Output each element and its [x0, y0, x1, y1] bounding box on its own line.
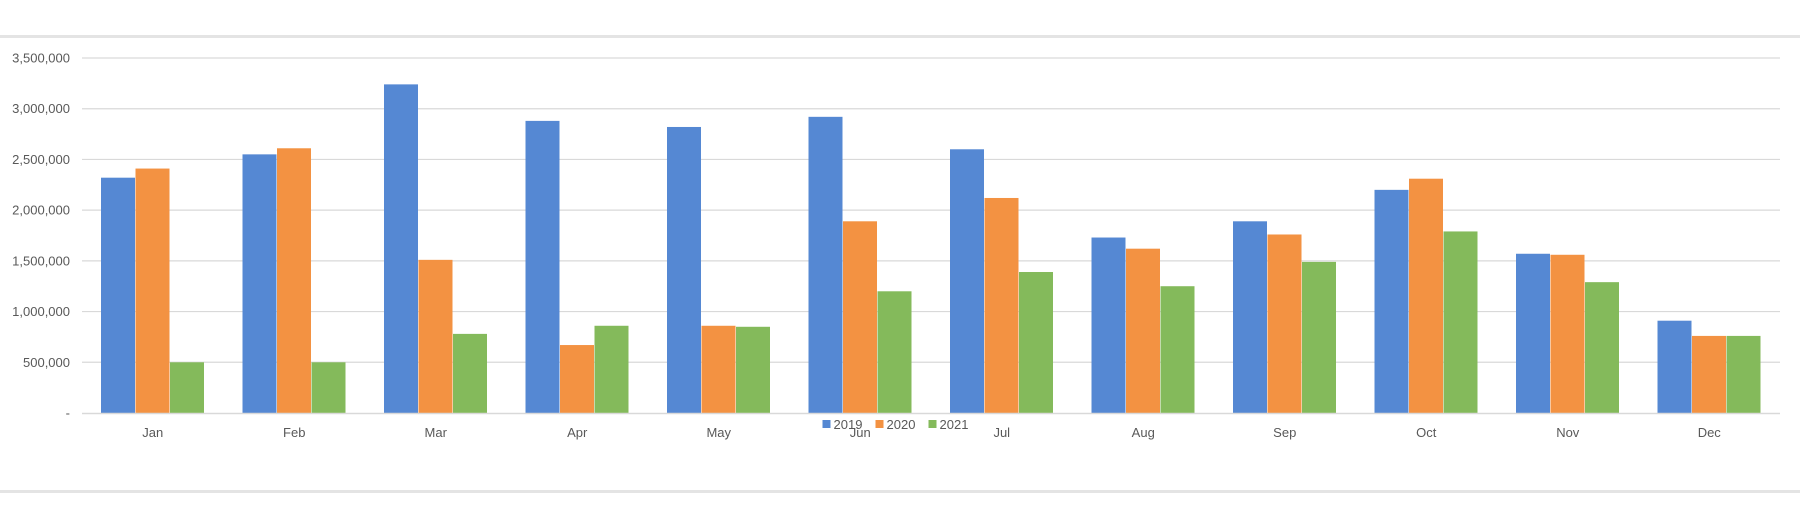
bar-chart: - 500,000 1,000,000 1,500,000 2,000,000 2,500… — [12, 51, 1780, 440]
bar-2020-aug — [1126, 248, 1160, 413]
bar-2019-dec — [1657, 320, 1692, 413]
legend-swatch — [875, 420, 884, 428]
bar-2020-oct — [1409, 178, 1443, 413]
bar-2020-dec — [1692, 335, 1726, 413]
y-tick-label: 1,500,000 — [12, 253, 70, 268]
bar-2020-jun — [843, 221, 877, 413]
y-tick-label: 3,500,000 — [12, 51, 70, 66]
y-tick-label: 2,000,000 — [12, 203, 70, 218]
bar-2020-sep — [1267, 234, 1302, 413]
gridlines — [82, 57, 1780, 363]
bar-2019-sep — [1233, 221, 1267, 413]
bar-2019-apr — [525, 120, 560, 413]
bar-2019-may — [667, 126, 701, 413]
y-tick-label: 500,000 — [23, 355, 70, 370]
bar-2021-jun — [877, 291, 912, 413]
bar-2021-aug — [1160, 286, 1195, 413]
legend-label: 2019 — [834, 417, 863, 432]
legend-item-2019: 2019 — [822, 417, 863, 432]
bars — [101, 84, 1761, 413]
bar-2019-jun — [808, 116, 843, 413]
bar-2020-jan — [135, 168, 170, 413]
legend-swatch — [822, 420, 831, 428]
bar-2020-jul — [984, 197, 1019, 413]
bar-2019-oct — [1374, 189, 1409, 413]
y-tick-label: 1,000,000 — [12, 304, 70, 319]
bar-2021-feb — [311, 362, 346, 413]
bar-2021-jul — [1019, 272, 1053, 413]
x-axis-tick-labels: Jan Feb Mar Apr May Jun Jul Aug Sep Oct Nov Dec — [142, 425, 1721, 440]
legend-item-2021: 2021 — [928, 417, 969, 432]
bar-2021-jan — [170, 362, 204, 413]
bar-2021-mar — [453, 333, 487, 413]
bar-2019-feb — [242, 154, 277, 413]
bar-2019-jul — [950, 149, 984, 413]
bar-2020-feb — [277, 148, 311, 413]
x-tick-label: Oct — [1416, 425, 1437, 440]
legend-item-2020: 2020 — [875, 417, 916, 432]
legend-label: 2020 — [887, 417, 916, 432]
bar-2021-nov — [1585, 282, 1619, 413]
y-axis-tick-labels: - 500,000 1,000,000 1,500,000 2,000,000 2,500… — [12, 51, 70, 421]
bar-2021-dec — [1726, 335, 1761, 413]
bar-2020-nov — [1550, 254, 1585, 413]
bar-2021-may — [736, 326, 770, 413]
bar-2021-oct — [1443, 231, 1478, 413]
x-tick-label: Nov — [1556, 425, 1580, 440]
legend-swatch — [928, 420, 937, 428]
x-tick-label: Jun — [850, 425, 871, 440]
x-tick-label: Jan — [142, 425, 163, 440]
bar-2020-mar — [418, 259, 453, 413]
bar-2020-may — [701, 325, 736, 413]
y-tick-label: - — [66, 406, 70, 421]
chart-area: - 500,000 1,000,000 1,500,000 2,000,000 2,500… — [0, 35, 1800, 493]
x-tick-label: Feb — [283, 425, 305, 440]
bar-2019-mar — [384, 84, 418, 413]
x-tick-label: Dec — [1698, 425, 1722, 440]
bar-2021-apr — [594, 325, 629, 413]
x-tick-label: May — [706, 425, 731, 440]
bar-2019-jan — [101, 177, 135, 413]
bar-2019-nov — [1516, 253, 1550, 413]
x-tick-label: Aug — [1132, 425, 1155, 440]
x-tick-label: Jul — [993, 425, 1010, 440]
legend: 2019 2020 2021 — [822, 417, 969, 432]
bar-2021-sep — [1302, 261, 1336, 413]
x-tick-label: Apr — [567, 425, 588, 440]
bar-2020-apr — [560, 345, 594, 413]
x-tick-label: Sep — [1273, 425, 1296, 440]
legend-label: 2021 — [940, 417, 969, 432]
x-tick-label: Mar — [425, 425, 448, 440]
y-tick-label: 3,000,000 — [12, 101, 70, 116]
y-tick-label: 2,500,000 — [12, 152, 70, 167]
bar-2019-aug — [1091, 237, 1126, 413]
